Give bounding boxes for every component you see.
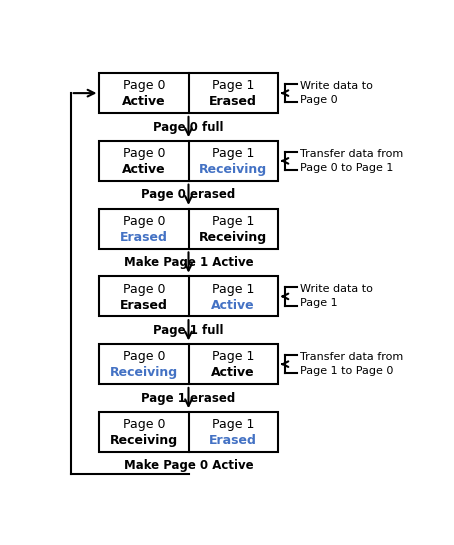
Text: Page 1: Page 1: [212, 80, 254, 93]
Text: Make Page 1 Active: Make Page 1 Active: [123, 256, 253, 269]
Bar: [99, 209, 278, 249]
Text: Active: Active: [211, 366, 255, 379]
Text: Page 0 erased: Page 0 erased: [141, 188, 236, 201]
Text: Page 1: Page 1: [212, 283, 254, 296]
Text: Active: Active: [211, 299, 255, 312]
Text: Write data to
Page 0: Write data to Page 0: [300, 81, 373, 105]
Text: Page 0: Page 0: [123, 147, 165, 160]
Text: Erased: Erased: [209, 95, 257, 108]
Text: Receiving: Receiving: [110, 434, 178, 447]
Text: Active: Active: [122, 163, 166, 176]
Text: Page 1: Page 1: [212, 215, 254, 228]
Text: Erased: Erased: [120, 299, 168, 312]
Text: Page 0: Page 0: [123, 350, 165, 364]
Text: Transfer data from
Page 0 to Page 1: Transfer data from Page 0 to Page 1: [300, 149, 403, 173]
Text: Make Page 0 Active: Make Page 0 Active: [123, 459, 253, 473]
Text: Erased: Erased: [209, 434, 257, 447]
Text: Page 1: Page 1: [212, 350, 254, 364]
Text: Page 0: Page 0: [123, 215, 165, 228]
Text: Page 1 full: Page 1 full: [153, 324, 224, 337]
Text: Write data to
Page 1: Write data to Page 1: [300, 284, 373, 308]
Bar: [99, 141, 278, 181]
Text: Receiving: Receiving: [199, 231, 267, 244]
Text: Erased: Erased: [120, 231, 168, 244]
Text: Page 0: Page 0: [123, 418, 165, 431]
Text: Transfer data from
Page 1 to Page 0: Transfer data from Page 1 to Page 0: [300, 352, 403, 376]
Text: Page 0 full: Page 0 full: [153, 120, 224, 134]
Text: Page 0: Page 0: [123, 283, 165, 296]
Bar: [99, 73, 278, 113]
Text: Page 1: Page 1: [212, 418, 254, 431]
Text: Receiving: Receiving: [199, 163, 267, 176]
Bar: [99, 412, 278, 452]
Text: Page 1: Page 1: [212, 147, 254, 160]
Bar: [99, 344, 278, 384]
Text: Page 0: Page 0: [123, 80, 165, 93]
Text: Page 1 erased: Page 1 erased: [141, 391, 236, 404]
Bar: [99, 276, 278, 317]
Text: Active: Active: [122, 95, 166, 108]
Text: Receiving: Receiving: [110, 366, 178, 379]
